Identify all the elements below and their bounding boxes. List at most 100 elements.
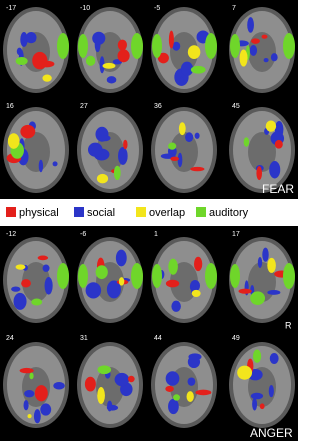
- slice-label: 27: [80, 103, 88, 110]
- activation-blob: [107, 76, 117, 83]
- activation-blob: [195, 133, 200, 139]
- activation-blob: [283, 263, 295, 289]
- activation-blob: [131, 33, 143, 59]
- activation-blob: [152, 264, 162, 288]
- slice-label: 1: [154, 231, 158, 238]
- activation-blob: [57, 263, 69, 289]
- legend-label: social: [87, 207, 115, 219]
- activation-blob: [34, 409, 41, 423]
- activation-blob: [20, 125, 35, 138]
- activation-blob: [24, 400, 29, 410]
- activation-blob: [40, 403, 51, 415]
- activation-blob: [179, 122, 186, 135]
- activation-blob: [86, 282, 102, 298]
- activation-blob: [118, 40, 127, 51]
- activation-blob: [166, 371, 180, 386]
- activation-blob: [237, 366, 252, 380]
- activation-blob: [250, 291, 265, 305]
- activation-blob: [270, 353, 279, 364]
- activation-blob: [26, 32, 37, 43]
- activation-blob: [88, 143, 103, 157]
- activation-blob: [258, 257, 262, 268]
- activation-blob: [31, 299, 42, 306]
- activation-blob: [39, 61, 54, 68]
- slice-label: -5: [154, 5, 160, 12]
- brain-slice: [151, 342, 217, 428]
- activation-blob: [16, 57, 28, 65]
- activation-blob: [192, 290, 201, 297]
- activation-blob: [20, 368, 34, 373]
- activation-blob: [92, 32, 105, 45]
- brain-slice: [151, 107, 217, 193]
- activation-blob: [205, 263, 217, 289]
- activation-blob: [96, 265, 108, 279]
- legend-label: physical: [19, 207, 59, 219]
- activation-blob: [190, 167, 204, 171]
- activation-blob: [8, 133, 20, 149]
- activation-blob: [11, 287, 20, 292]
- activation-blob: [168, 399, 179, 414]
- legend-label: auditory: [209, 207, 249, 219]
- activation-blob: [191, 66, 206, 74]
- activation-blob: [185, 132, 193, 142]
- activation-blob: [98, 365, 112, 374]
- slice-label: 36: [154, 103, 162, 110]
- brain-slice: [77, 7, 143, 93]
- activation-blob: [128, 376, 135, 382]
- activation-blob: [269, 161, 280, 179]
- activation-blob: [29, 373, 33, 380]
- activation-blob: [250, 45, 257, 56]
- figure: -17-10-5716273645FEAR-12-611724314449ANG…: [0, 0, 298, 441]
- activation-blob: [168, 259, 178, 275]
- activation-blob: [180, 77, 184, 86]
- slice-label: 44: [154, 335, 162, 342]
- activation-blob: [165, 386, 174, 392]
- slice-label: -12: [6, 231, 16, 238]
- activation-blob: [247, 17, 254, 33]
- activation-blob: [188, 45, 200, 59]
- legend-label: overlap: [149, 207, 185, 219]
- activation-blob: [35, 385, 48, 401]
- legend-swatch: [74, 207, 84, 217]
- activation-blob: [85, 377, 96, 392]
- brain-slice: [229, 107, 295, 193]
- activation-blob: [262, 35, 268, 39]
- activation-blob: [256, 166, 262, 180]
- brain-slice: [151, 237, 217, 323]
- slice-label: 49: [232, 335, 240, 342]
- activation-blob: [266, 120, 276, 131]
- activation-blob: [169, 31, 174, 49]
- activation-blob: [21, 279, 31, 287]
- activation-blob: [53, 161, 58, 166]
- activation-blob: [188, 377, 196, 385]
- activation-blob: [114, 166, 121, 180]
- activation-blob: [166, 280, 179, 288]
- brain-slice: [3, 7, 69, 93]
- activation-blob: [131, 263, 143, 289]
- activation-blob: [168, 143, 176, 150]
- activation-blob: [27, 414, 31, 418]
- slice-label: 24: [6, 335, 14, 342]
- activation-blob: [57, 33, 69, 59]
- activation-blob: [152, 34, 162, 58]
- brain-slice: [229, 7, 295, 93]
- activation-blob: [97, 387, 105, 404]
- activation-blob: [267, 290, 280, 295]
- activation-blob: [251, 393, 263, 399]
- slice-label: -6: [80, 231, 86, 238]
- activation-blob: [24, 390, 34, 397]
- activation-blob: [271, 53, 278, 61]
- activation-blob: [252, 398, 257, 410]
- legend-swatch: [196, 207, 206, 217]
- slice-label: 45: [232, 103, 240, 110]
- slice-label: 7: [232, 5, 236, 12]
- brain-slice: [77, 342, 143, 428]
- legend-swatch: [136, 207, 146, 217]
- activation-blob: [118, 147, 128, 165]
- activation-blob: [205, 33, 217, 59]
- activation-blob: [39, 160, 43, 172]
- activation-blob: [267, 258, 276, 273]
- activation-blob: [170, 157, 179, 161]
- activation-blob: [118, 49, 130, 62]
